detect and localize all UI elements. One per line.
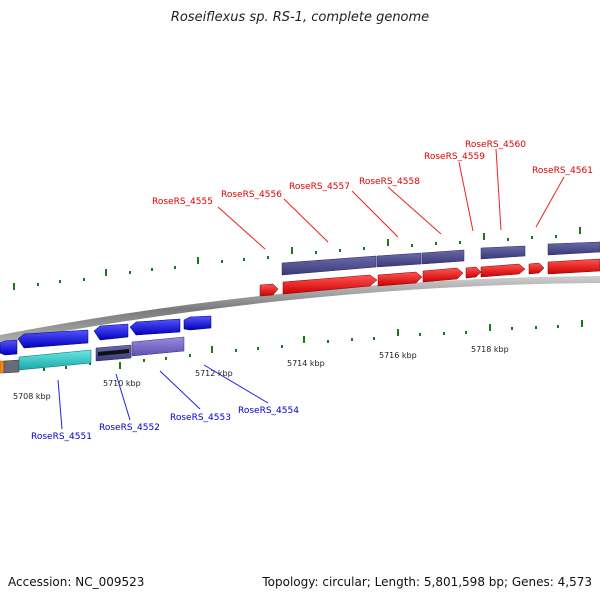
gene-label-upper[interactable]: RoseRS_4561	[532, 166, 593, 176]
tick-row-upper	[13, 227, 581, 290]
kbp-label: 5714 kbp	[287, 359, 325, 368]
feature-bar[interactable]	[421, 249, 465, 265]
gene-arrow[interactable]	[0, 339, 18, 356]
feature-bar[interactable]	[547, 241, 600, 256]
gene-arrow[interactable]	[377, 271, 423, 287]
gene-arrow[interactable]	[480, 263, 526, 278]
forward-gene-track	[259, 258, 600, 297]
kbp-label: 5716 kbp	[379, 351, 417, 360]
feature-bar[interactable]	[480, 245, 526, 260]
genome-summary-text: Topology: circular; Length: 5,801,598 bp…	[262, 575, 592, 589]
lower-label-leaders	[57, 364, 269, 430]
gene-arrow[interactable]	[93, 323, 129, 341]
gene-arrow[interactable]	[547, 258, 600, 275]
feature-bar-gray[interactable]	[3, 359, 20, 374]
kbp-label: 5708 kbp	[13, 392, 51, 401]
genome-backbone	[0, 276, 600, 343]
gene-arrow[interactable]	[528, 262, 545, 275]
gene-arrow[interactable]	[129, 318, 181, 336]
upper-feature-track	[281, 241, 600, 276]
kbp-label: 5718 kbp	[471, 345, 509, 354]
map-title: Roseiflexus sp. RS-1, complete genome	[170, 10, 430, 25]
reverse-gene-track	[0, 315, 212, 356]
feature-bar-dark[interactable]	[98, 349, 129, 356]
gene-label-lower[interactable]: RoseRS_4551	[31, 432, 92, 442]
gene-arrow[interactable]	[259, 283, 279, 297]
feature-bar-purple[interactable]	[131, 336, 185, 357]
gene-label-upper[interactable]: RoseRS_4558	[359, 177, 420, 187]
gene-arrow[interactable]	[465, 266, 482, 279]
feature-bar-cyan[interactable]	[18, 349, 92, 371]
upper-label-leaders	[217, 148, 565, 250]
gene-label-lower[interactable]: RoseRS_4552	[99, 423, 160, 433]
feature-bar-orange[interactable]	[0, 360, 5, 374]
gene-arrow[interactable]	[17, 329, 89, 349]
gene-label-upper[interactable]: RoseRS_4556	[221, 190, 282, 200]
gene-arrow[interactable]	[282, 274, 378, 295]
gene-arrow[interactable]	[422, 267, 464, 283]
lower-feature-track	[0, 336, 185, 374]
gene-label-upper[interactable]: RoseRS_4557	[289, 182, 350, 192]
gene-label-lower[interactable]: RoseRS_4553	[170, 413, 231, 423]
gene-label-lower[interactable]: RoseRS_4554	[238, 406, 299, 416]
accession-text: Accession: NC_009523	[8, 575, 145, 589]
kbp-label: 5712 kbp	[195, 369, 233, 378]
feature-bar[interactable]	[376, 252, 422, 268]
gene-label-upper[interactable]: RoseRS_4559	[424, 152, 485, 162]
gene-label-upper[interactable]: RoseRS_4560	[465, 140, 526, 150]
feature-bar[interactable]	[281, 255, 377, 276]
kbp-label: 5710 kbp	[103, 379, 141, 388]
gene-label-upper[interactable]: RoseRS_4555	[152, 197, 213, 207]
gene-arrow[interactable]	[183, 315, 212, 331]
